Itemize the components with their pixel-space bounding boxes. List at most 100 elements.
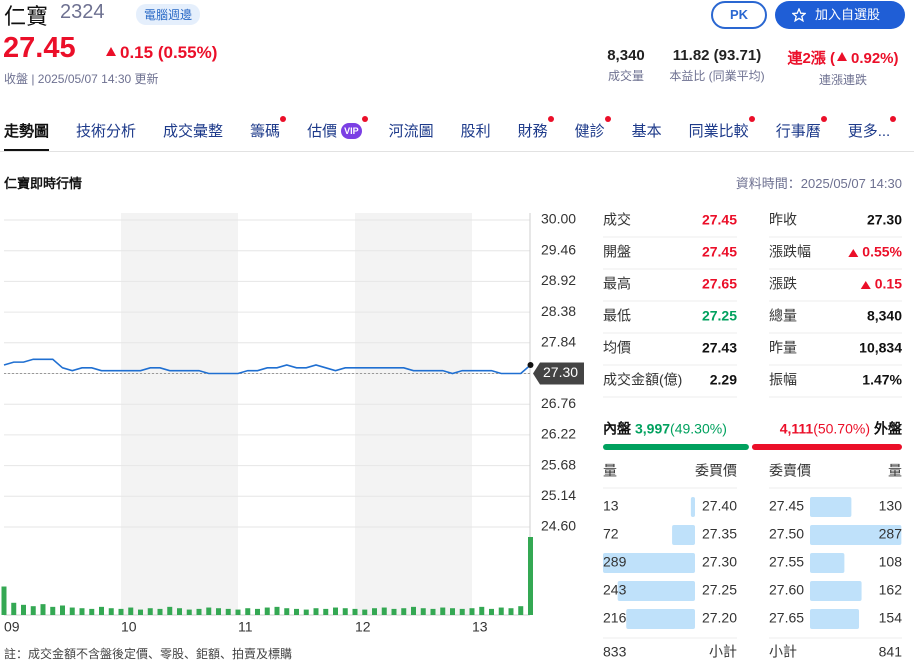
x-tick-label: 11 [238,619,253,635]
tab[interactable]: 股利 [461,120,491,141]
detail-value: 1.47% [862,372,902,388]
tab[interactable]: 基本 [632,120,662,141]
footnote: 註：成交金額不含盤後定價、零股、鉅額、拍賣及標購 [4,647,293,661]
volume-bar [430,608,436,615]
tab[interactable]: 財務 [518,116,554,141]
tab[interactable]: 估價 VIP [307,116,368,141]
stat-label: 連漲連跌 [818,73,867,87]
volume-bar [11,602,17,615]
inner-pct: (49.30%) [670,421,727,437]
pk-button[interactable]: PK [711,1,767,29]
bid-bar [690,497,695,517]
volume-bar [362,609,368,615]
ask-price: 27.60 [769,582,804,598]
watch-label: 加入自選股 [815,7,881,22]
volume-bar [167,606,173,615]
tab[interactable]: 健診 [575,116,611,141]
volume-bar [489,608,494,615]
volume-bar [147,608,153,615]
tab[interactable]: 更多... [847,116,896,141]
stat-label: 成交量 [607,69,644,83]
detail-value: 27.65 [702,276,737,292]
tab[interactable]: 行事曆 [776,116,827,141]
hour-band [121,213,238,615]
tab[interactable]: 同業比較 [688,116,755,141]
reference-label: 27.30 [543,364,578,380]
stat-volume: 8,340 成交量 [590,47,662,84]
volume-bar [420,608,426,615]
y-tick-label: 26.22 [541,426,576,442]
star-icon [792,8,806,22]
tab-label: 河流圖 [388,123,434,140]
detail-label: 最高 [603,276,631,292]
volume-bar [342,608,348,615]
outer-pct: (50.70%) [813,421,870,437]
inner-bar [603,444,749,450]
bid-price: 27.40 [702,498,737,514]
inner-label: 內盤 [603,421,632,437]
stat-value: 11.82 (93.71) [672,47,762,64]
volume-bar [381,607,387,615]
change-value: 0.15 [120,43,154,62]
detail-label: 總量 [769,308,797,324]
bid-total: 833 [603,644,627,660]
tab-label: 估價 [307,123,338,140]
sector-badge[interactable]: 電腦週邊 [136,4,201,25]
tab[interactable]: 走勢圖 [4,120,50,151]
bid-bar [603,553,695,573]
outer-bar [751,444,902,450]
stat-streak: 連2漲 (0.92%) 連漲連跌 [780,47,906,88]
detail-value: 8,340 [867,308,902,324]
inner-volume: 3,997 [635,421,670,437]
bid-volume: 216 [603,610,627,626]
ask-bar [810,525,902,545]
bid-price: 27.25 [702,582,737,598]
reference-marker [533,362,584,385]
volume-bar [177,608,182,615]
volume-bar [245,608,251,615]
volume-bar [264,607,270,615]
detail-label: 開盤 [603,244,631,260]
volume-bar [440,607,446,615]
detail-label: 均價 [603,340,631,356]
section-subtitle: 資料時間：2025/05/07 14:30 [735,176,902,191]
volume-bar [138,609,143,615]
y-tick-label: 26.76 [541,395,576,411]
volume-bar [498,607,504,615]
stat-value: 0.92%) [850,50,899,67]
bid-bar [672,525,695,545]
ob-header: 量 [603,463,617,479]
tab-label: 同業比較 [688,123,749,140]
subtotal-label: 小計 [709,644,737,660]
tab-label: 更多... [847,123,891,140]
volume-bar [21,604,26,615]
ask-bar [810,553,845,573]
last-point [527,361,534,368]
tab[interactable]: 成交彙整 [163,120,223,141]
volume-bar [30,606,36,615]
volume-bar [352,608,358,615]
ask-total: 841 [879,644,903,660]
tab-bar: 走勢圖 技術分析 成交彙整 籌碼 估價 VIP 河流圖 股利 財務 健診 基本 同業比較 行事曆 更多..… [4,116,896,151]
volume-bar [186,609,192,615]
watch-button[interactable]: 加入自選股 [775,1,905,29]
y-tick-label: 28.38 [541,303,576,319]
tab[interactable]: 籌碼 [250,116,287,141]
detail-label: 成交 [603,212,631,228]
ask-volume: 108 [879,554,903,570]
bid-volume: 72 [603,526,619,542]
volume-bar [450,608,455,615]
tab[interactable]: 技術分析 [76,120,136,141]
stock-name: 仁寶 [4,4,49,29]
volume-bar [323,608,329,615]
volume-bar [79,608,85,615]
volume-bar [118,608,124,615]
stat-pe: 11.82 (93.71) 本益比 (同業平均) [662,47,772,84]
tab[interactable]: 河流圖 [389,120,434,141]
y-tick-label: 25.68 [541,456,576,472]
detail-value: 27.25 [702,308,737,324]
stat-label: 本益比 (同業平均) [669,69,765,83]
volume-bar [284,608,290,615]
bid-volume: 243 [603,582,627,598]
volume-bar [225,608,231,615]
